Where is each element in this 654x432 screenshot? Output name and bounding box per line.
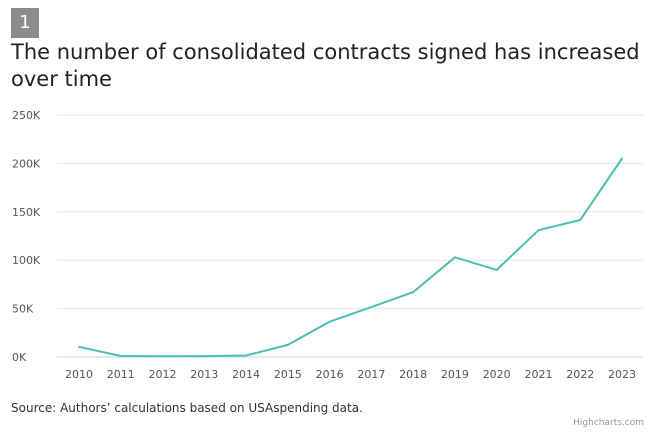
y-tick-label: 100K (12, 254, 41, 267)
x-tick-label: 2014 (232, 368, 260, 381)
data-point-2019[interactable] (449, 251, 461, 263)
x-tick-label: 2019 (441, 368, 469, 381)
chart-number-badge: 1 (11, 8, 39, 38)
data-point-2011[interactable] (115, 350, 127, 362)
chart-title: The number of consolidated contracts sig… (11, 40, 640, 91)
data-point-2020[interactable] (491, 264, 503, 276)
data-point-2022[interactable] (574, 214, 586, 226)
data-point-2017[interactable] (365, 301, 377, 313)
data-point-2014[interactable] (240, 350, 252, 362)
x-tick-label: 2015 (274, 368, 302, 381)
x-tick-label: 2023 (608, 368, 636, 381)
y-tick-label: 250K (12, 109, 41, 122)
x-tick-label: 2010 (65, 368, 93, 381)
y-tick-label: 50K (12, 303, 34, 316)
x-tick-label: 2018 (399, 368, 427, 381)
x-tick-label: 2013 (190, 368, 218, 381)
data-point-2013[interactable] (198, 350, 210, 362)
x-tick-label: 2016 (316, 368, 344, 381)
x-tick-label: 2021 (524, 368, 552, 381)
x-tick-label: 2011 (107, 368, 135, 381)
x-tick-label: 2022 (566, 368, 594, 381)
gridlines (57, 114, 643, 358)
series-layer (73, 153, 628, 362)
data-point-2015[interactable] (282, 339, 294, 351)
data-point-2018[interactable] (407, 286, 419, 298)
x-axis-tick-labels: 2010 2011 2012 2013 2014 2015 2016 2017 2018 2019… (65, 368, 636, 381)
x-tick-label: 2020 (483, 368, 511, 381)
x-tick-label: 2012 (149, 368, 177, 381)
data-point-2021[interactable] (532, 224, 544, 236)
x-tick-label: 2017 (357, 368, 385, 381)
y-axis-tick-labels: 0K 50K 100K 150K 200K 250K (12, 109, 41, 364)
y-tick-label: 150K (12, 206, 41, 219)
data-point-2010[interactable] (73, 341, 85, 353)
y-tick-label: 200K (12, 157, 41, 170)
data-point-2016[interactable] (324, 316, 336, 328)
series-line (78, 157, 623, 358)
data-point-2023[interactable] (616, 153, 628, 165)
data-point-2012[interactable] (157, 350, 169, 362)
source-note: Source: Authors’ calculations based on U… (11, 401, 363, 415)
y-tick-label: 0K (12, 351, 27, 364)
highcharts-credits-link[interactable]: Highcharts.com (573, 418, 644, 428)
